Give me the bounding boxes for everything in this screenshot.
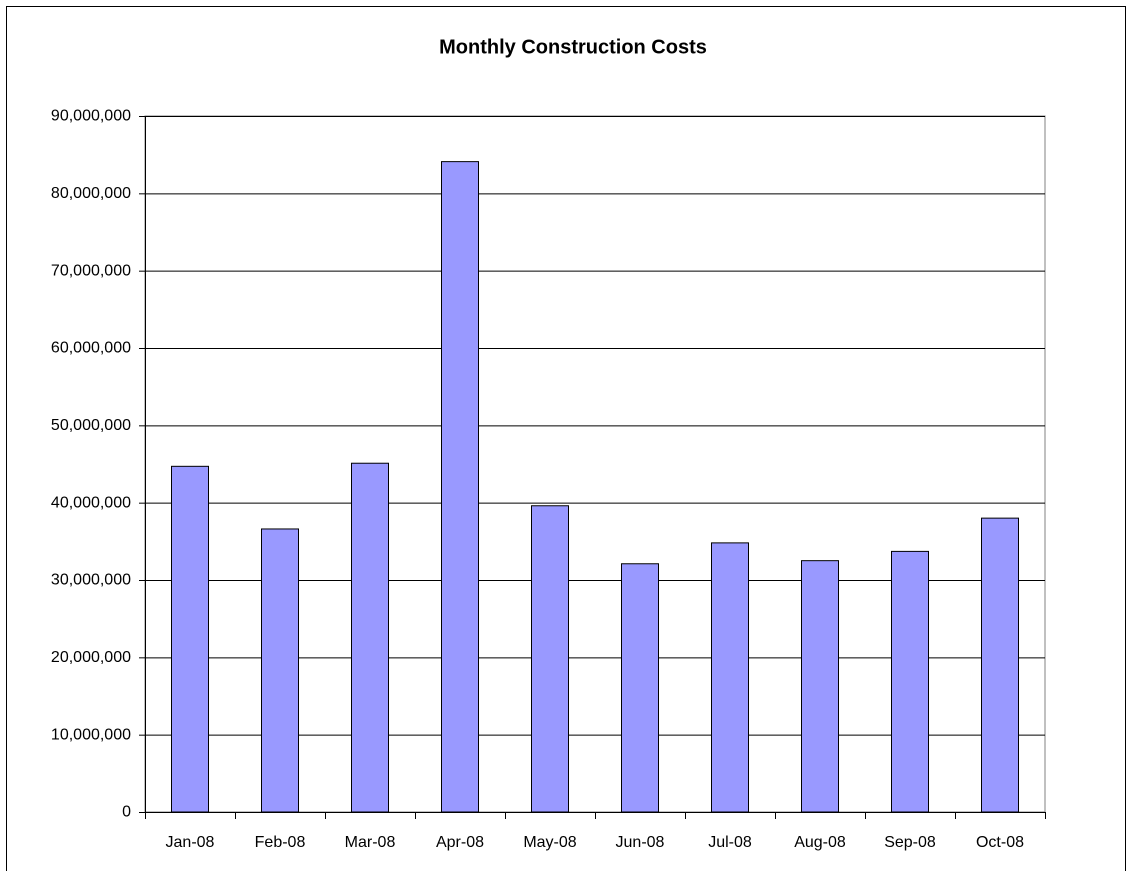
bar [261,528,299,813]
bar [801,560,839,813]
y-tick-label: 0 [122,804,131,821]
bar [171,465,209,813]
y-tick-label: 10,000,000 [51,726,131,743]
x-tick-label: Mar-08 [345,834,396,851]
x-tick-label: Feb-08 [255,834,306,851]
x-tick-label: Jan-08 [166,834,215,851]
bar [441,161,479,813]
y-tick-label: 90,000,000 [51,108,131,125]
bar [891,550,929,813]
x-tick-label: Apr-08 [436,834,484,851]
x-tick-label: Jun-08 [616,834,665,851]
y-tick-label: 30,000,000 [51,572,131,589]
y-tick-label: 50,000,000 [51,417,131,434]
x-tick-label: Aug-08 [794,834,846,851]
bar [621,563,659,813]
y-tick-label: 40,000,000 [51,494,131,511]
y-tick-label: 20,000,000 [51,649,131,666]
chart-title: Monthly Construction Costs [439,36,707,58]
x-tick-label: Jul-08 [708,834,752,851]
bar [711,542,749,813]
x-tick-label: Sep-08 [884,834,936,851]
bar [531,505,569,813]
x-tick-label: May-08 [523,834,576,851]
bar [981,517,1019,813]
y-tick-label: 70,000,000 [51,262,131,279]
y-tick-label: 60,000,000 [51,340,131,357]
bar [351,462,389,813]
x-tick-label: Oct-08 [976,834,1024,851]
y-tick-label: 80,000,000 [51,185,131,202]
